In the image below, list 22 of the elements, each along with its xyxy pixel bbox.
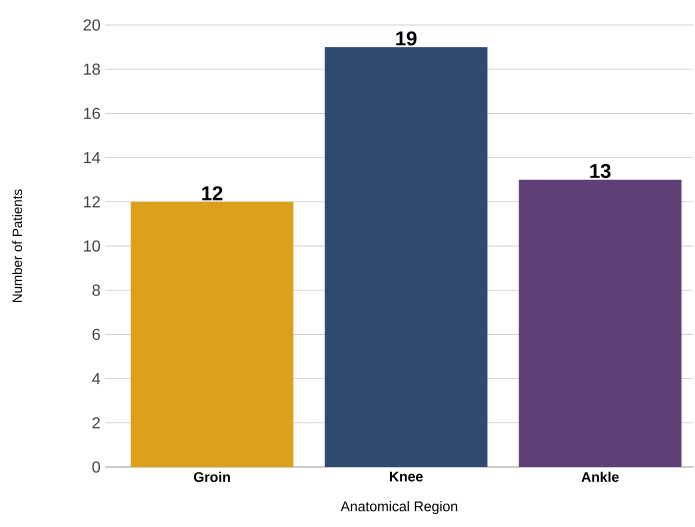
x-tick-label: Ankle — [581, 472, 619, 482]
y-tick-label: 8 — [92, 284, 100, 296]
x-tick-label: Knee — [390, 472, 423, 482]
y-tick-label: 10 — [84, 240, 100, 252]
y-tick-label: 0 — [92, 461, 100, 473]
x-axis-title: Anatomical Region — [340, 501, 458, 514]
y-tick-label: 14 — [84, 152, 100, 164]
x-tick-label: Groin — [194, 472, 230, 482]
y-tick-label: 18 — [84, 64, 100, 75]
data-label: 12 — [202, 186, 222, 200]
y-tick-label: 12 — [84, 196, 100, 208]
y-tick-label: 2 — [92, 417, 100, 428]
bar — [518, 180, 682, 467]
y-tick-label: 6 — [92, 328, 100, 340]
y-tick-label: 16 — [84, 108, 100, 120]
bar — [324, 47, 488, 467]
y-tick-label: 4 — [92, 373, 100, 384]
bar — [130, 202, 294, 467]
data-label: 13 — [590, 164, 611, 178]
y-axis-title: Number of Patients — [12, 189, 22, 302]
y-tick-label: 20 — [84, 19, 100, 31]
data-label: 19 — [396, 31, 416, 46]
